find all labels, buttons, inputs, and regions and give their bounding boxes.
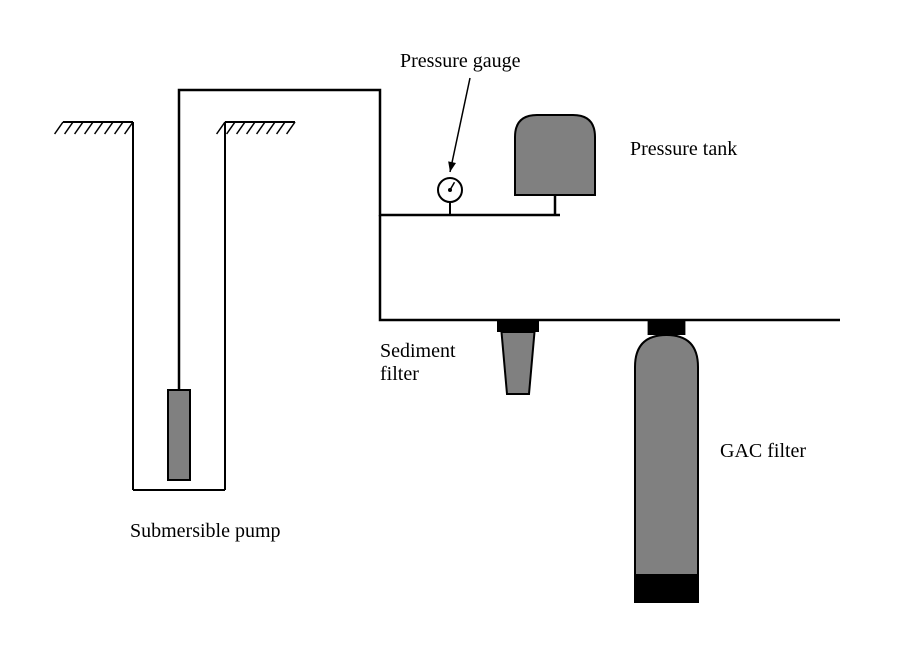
label-pressure-gauge: Pressure gauge [400,50,521,73]
water-system-diagram: Pressure gauge Pressure tank Sediment fi… [0,0,897,660]
diagram-svg [0,0,897,660]
ground-hatch-left [55,122,133,134]
label-submersible-pump: Submersible pump [130,520,281,543]
sediment-filter [497,320,539,394]
label-sediment-filter: Sediment filter [380,340,456,386]
gac-filter [635,320,698,602]
submersible-pump-body [168,390,190,480]
pressure-tank [515,115,595,215]
label-gac-filter: GAC filter [720,440,806,463]
pressure-gauge-arrow [448,78,470,172]
label-pressure-tank: Pressure tank [630,138,737,161]
pressure-gauge [438,178,462,214]
pipe-lower [380,215,840,320]
ground-hatch-right [217,122,295,134]
